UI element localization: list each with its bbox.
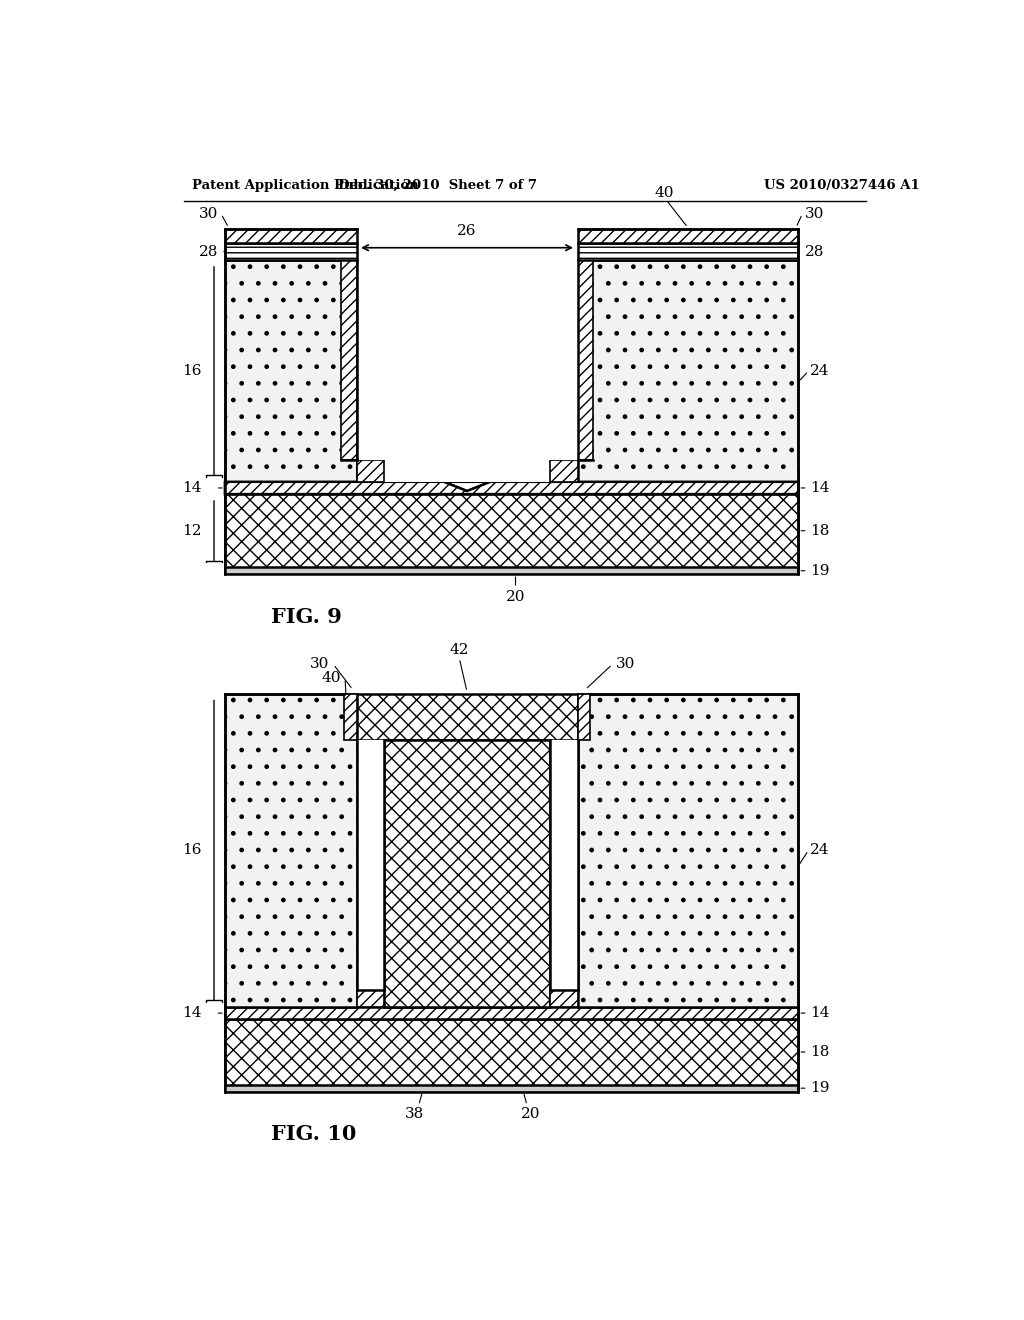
Text: 24: 24 bbox=[810, 364, 829, 378]
Bar bbox=[578, 693, 590, 739]
Bar bbox=[356, 260, 578, 461]
Text: FIG. 9: FIG. 9 bbox=[271, 607, 342, 627]
Bar bbox=[578, 243, 799, 260]
Text: 16: 16 bbox=[182, 843, 202, 857]
Bar bbox=[550, 461, 578, 482]
Bar bbox=[225, 568, 799, 574]
Text: 18: 18 bbox=[810, 524, 829, 537]
Bar bbox=[225, 230, 356, 243]
Text: FIG. 10: FIG. 10 bbox=[271, 1125, 356, 1144]
Text: 12: 12 bbox=[182, 524, 202, 537]
Text: 18: 18 bbox=[810, 1045, 829, 1059]
Bar bbox=[225, 1019, 799, 1085]
Text: 28: 28 bbox=[805, 244, 824, 259]
Bar bbox=[225, 998, 799, 1092]
Polygon shape bbox=[356, 461, 578, 482]
Text: 16: 16 bbox=[182, 364, 202, 378]
Text: 24: 24 bbox=[810, 843, 829, 857]
Text: 42: 42 bbox=[450, 643, 469, 656]
Bar bbox=[356, 260, 578, 461]
Bar bbox=[225, 494, 799, 568]
Text: 26: 26 bbox=[458, 224, 477, 239]
Text: 30: 30 bbox=[310, 657, 330, 672]
Bar bbox=[578, 260, 593, 461]
Polygon shape bbox=[384, 482, 550, 491]
Text: 38: 38 bbox=[406, 1107, 424, 1121]
Text: 40: 40 bbox=[322, 671, 341, 685]
Bar bbox=[356, 461, 384, 482]
Text: US 2010/0327446 A1: US 2010/0327446 A1 bbox=[764, 178, 920, 191]
Text: 14: 14 bbox=[182, 480, 202, 495]
Text: 14: 14 bbox=[810, 1006, 829, 1020]
Bar bbox=[341, 260, 356, 461]
Bar bbox=[356, 693, 578, 739]
Text: 30: 30 bbox=[805, 207, 824, 220]
Bar bbox=[225, 243, 356, 260]
Bar bbox=[550, 990, 578, 1007]
Bar bbox=[356, 990, 384, 1007]
Text: 30: 30 bbox=[616, 657, 636, 672]
Bar bbox=[356, 461, 384, 482]
Bar bbox=[356, 739, 384, 990]
Bar bbox=[225, 693, 356, 1007]
Bar bbox=[225, 1085, 799, 1092]
Bar bbox=[578, 693, 799, 1007]
Polygon shape bbox=[225, 482, 799, 494]
Bar bbox=[384, 739, 550, 1007]
Text: 20: 20 bbox=[506, 590, 525, 603]
Bar bbox=[578, 230, 799, 243]
Text: 36': 36' bbox=[428, 360, 452, 375]
Text: 40: 40 bbox=[655, 186, 675, 199]
Text: 14: 14 bbox=[182, 1006, 202, 1020]
Text: Dec. 30, 2010  Sheet 7 of 7: Dec. 30, 2010 Sheet 7 of 7 bbox=[339, 178, 538, 191]
Bar bbox=[550, 739, 578, 990]
Bar bbox=[578, 260, 799, 482]
Text: 28: 28 bbox=[200, 244, 219, 259]
Text: 20: 20 bbox=[521, 1107, 541, 1121]
Text: 14: 14 bbox=[810, 480, 829, 495]
Text: 19: 19 bbox=[810, 1081, 829, 1096]
Bar bbox=[550, 461, 578, 482]
Bar bbox=[344, 693, 356, 739]
Bar bbox=[225, 260, 356, 482]
Text: 19: 19 bbox=[810, 564, 829, 578]
Text: Patent Application Publication: Patent Application Publication bbox=[191, 178, 418, 191]
Bar bbox=[225, 1007, 799, 1019]
Bar bbox=[225, 470, 799, 574]
Text: 30: 30 bbox=[200, 207, 219, 220]
